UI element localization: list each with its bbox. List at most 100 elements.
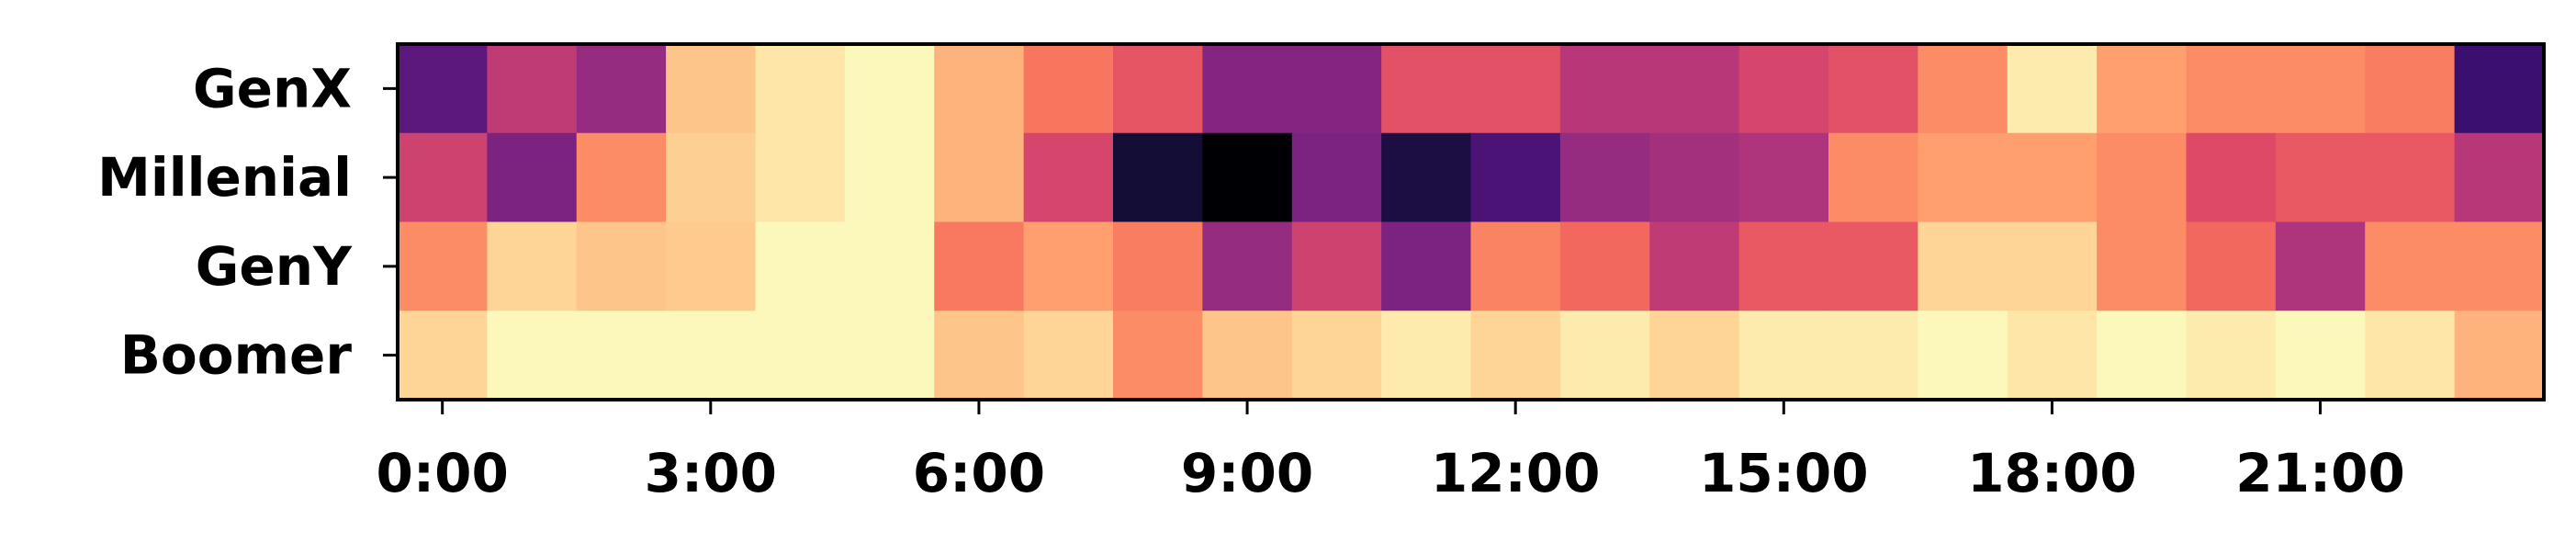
heatmap-cell: [666, 221, 757, 311]
heatmap-cell: [1649, 311, 1740, 401]
x-tick-label: 12:00: [1431, 442, 1601, 504]
heatmap-cell: [487, 132, 578, 223]
heatmap-cell: [1023, 311, 1114, 401]
heatmap-cell: [1202, 132, 1293, 223]
x-axis: 0:00 3:00 6:00 9:00 12:00 15:00 18:00 21:00: [377, 400, 2405, 504]
heatmap-cells: [398, 44, 2545, 401]
heatmap-cell: [1559, 44, 1650, 134]
x-tick-label: 18:00: [1967, 442, 2137, 504]
heatmap-cell: [1291, 132, 1382, 223]
heatmap-cell: [2186, 221, 2277, 311]
heatmap-cell: [1738, 221, 1829, 311]
heatmap-cell: [1113, 132, 1203, 223]
heatmap-cell: [2454, 132, 2545, 223]
heatmap-cell: [2007, 132, 2098, 223]
heatmap-cell: [1918, 44, 2008, 134]
heatmap-cell: [2454, 44, 2545, 134]
y-tick-label: GenY: [196, 235, 353, 298]
heatmap-cell: [1113, 311, 1203, 401]
heatmap-cell: [1113, 221, 1203, 311]
heatmap-cell: [1918, 132, 2008, 223]
heatmap-cell: [1381, 132, 1472, 223]
heatmap-cell: [844, 221, 935, 311]
y-axis: GenX Millenial GenY Boomer: [97, 57, 398, 387]
heatmap-cell: [1559, 221, 1650, 311]
heatmap-cell: [844, 44, 935, 134]
heatmap-cell: [2454, 311, 2545, 401]
heatmap-cell: [398, 311, 488, 401]
heatmap-cell: [1470, 44, 1561, 134]
heatmap-cell: [1202, 44, 1293, 134]
heatmap-cell: [487, 44, 578, 134]
heatmap-cell: [2365, 311, 2456, 401]
heatmap-cell: [1559, 311, 1650, 401]
heatmap-cell: [755, 221, 846, 311]
heatmap-cell: [1828, 44, 1918, 134]
heatmap-cell: [398, 132, 488, 223]
heatmap-cell: [666, 132, 757, 223]
heatmap-cell: [2365, 44, 2456, 134]
heatmap-cell: [2365, 132, 2456, 223]
heatmap-cell: [755, 44, 846, 134]
heatmap-cell: [576, 221, 667, 311]
heatmap-cell: [755, 311, 846, 401]
heatmap-cell: [1649, 132, 1740, 223]
heatmap-cell: [1381, 44, 1472, 134]
heatmap-cell: [2275, 132, 2366, 223]
x-tick-label: 15:00: [1699, 442, 1869, 504]
heatmap-cell: [2186, 311, 2277, 401]
heatmap-cell: [666, 44, 757, 134]
heatmap-cell: [1738, 44, 1829, 134]
y-tick-label: Millenial: [97, 146, 352, 209]
plot-frame: [396, 42, 2546, 401]
heatmap-cell: [666, 311, 757, 401]
heatmap-cell: [2275, 221, 2366, 311]
y-tick-label: GenX: [193, 57, 352, 119]
heatmap-cell: [2365, 221, 2456, 311]
heatmap-cell: [1381, 311, 1472, 401]
y-tick-label: Boomer: [120, 324, 353, 387]
heatmap-cell: [487, 221, 578, 311]
heatmap-cell: [844, 132, 935, 223]
heatmap-cell: [487, 311, 578, 401]
heatmap-cell: [2007, 221, 2098, 311]
heatmap-cell: [844, 311, 935, 401]
heatmap-cell: [1828, 221, 1918, 311]
heatmap-cell: [576, 44, 667, 134]
heatmap-cell: [2007, 311, 2098, 401]
heatmap-cell: [755, 132, 846, 223]
heatmap-cell: [1828, 311, 1918, 401]
heatmap-cell: [1649, 44, 1740, 134]
heatmap-cell: [2186, 44, 2277, 134]
x-tick-label: 21:00: [2235, 442, 2405, 504]
heatmap-cell: [1291, 221, 1382, 311]
heatmap-cell: [934, 221, 1025, 311]
heatmap-cell: [934, 311, 1025, 401]
heatmap-cell: [2097, 311, 2188, 401]
heatmap-cell: [934, 44, 1025, 134]
heatmap-cell: [2097, 44, 2188, 134]
heatmap-cell: [1202, 221, 1293, 311]
heatmap-cell: [1113, 44, 1203, 134]
heatmap-cell: [1023, 221, 1114, 311]
heatmap-cell: [576, 132, 667, 223]
heatmap-cell: [1649, 221, 1740, 311]
heatmap-cell: [1023, 132, 1114, 223]
heatmap-cell: [2007, 44, 2098, 134]
heatmap-cell: [1291, 311, 1382, 401]
heatmap-cell: [1559, 132, 1650, 223]
heatmap-cell: [2097, 132, 2188, 223]
heatmap-cell: [398, 44, 488, 134]
heatmap-cell: [2186, 132, 2277, 223]
heatmap-cell: [1470, 311, 1561, 401]
x-tick-label: 6:00: [913, 442, 1045, 504]
heatmap-cell: [1918, 221, 2008, 311]
heatmap-cell: [1470, 132, 1561, 223]
heatmap-cell: [1738, 311, 1829, 401]
heatmap-cell: [1918, 311, 2008, 401]
x-tick-label: 3:00: [645, 442, 777, 504]
heatmap-cell: [2275, 311, 2366, 401]
heatmap-cell: [576, 311, 667, 401]
heatmap-cell: [1381, 221, 1472, 311]
